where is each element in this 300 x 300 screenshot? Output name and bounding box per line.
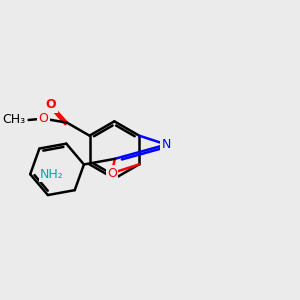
Text: O: O bbox=[46, 98, 56, 112]
Text: CH₃: CH₃ bbox=[2, 113, 25, 127]
Text: N: N bbox=[162, 138, 171, 151]
Text: O: O bbox=[39, 112, 49, 125]
Text: NH₂: NH₂ bbox=[40, 168, 64, 181]
Text: O: O bbox=[107, 167, 117, 180]
